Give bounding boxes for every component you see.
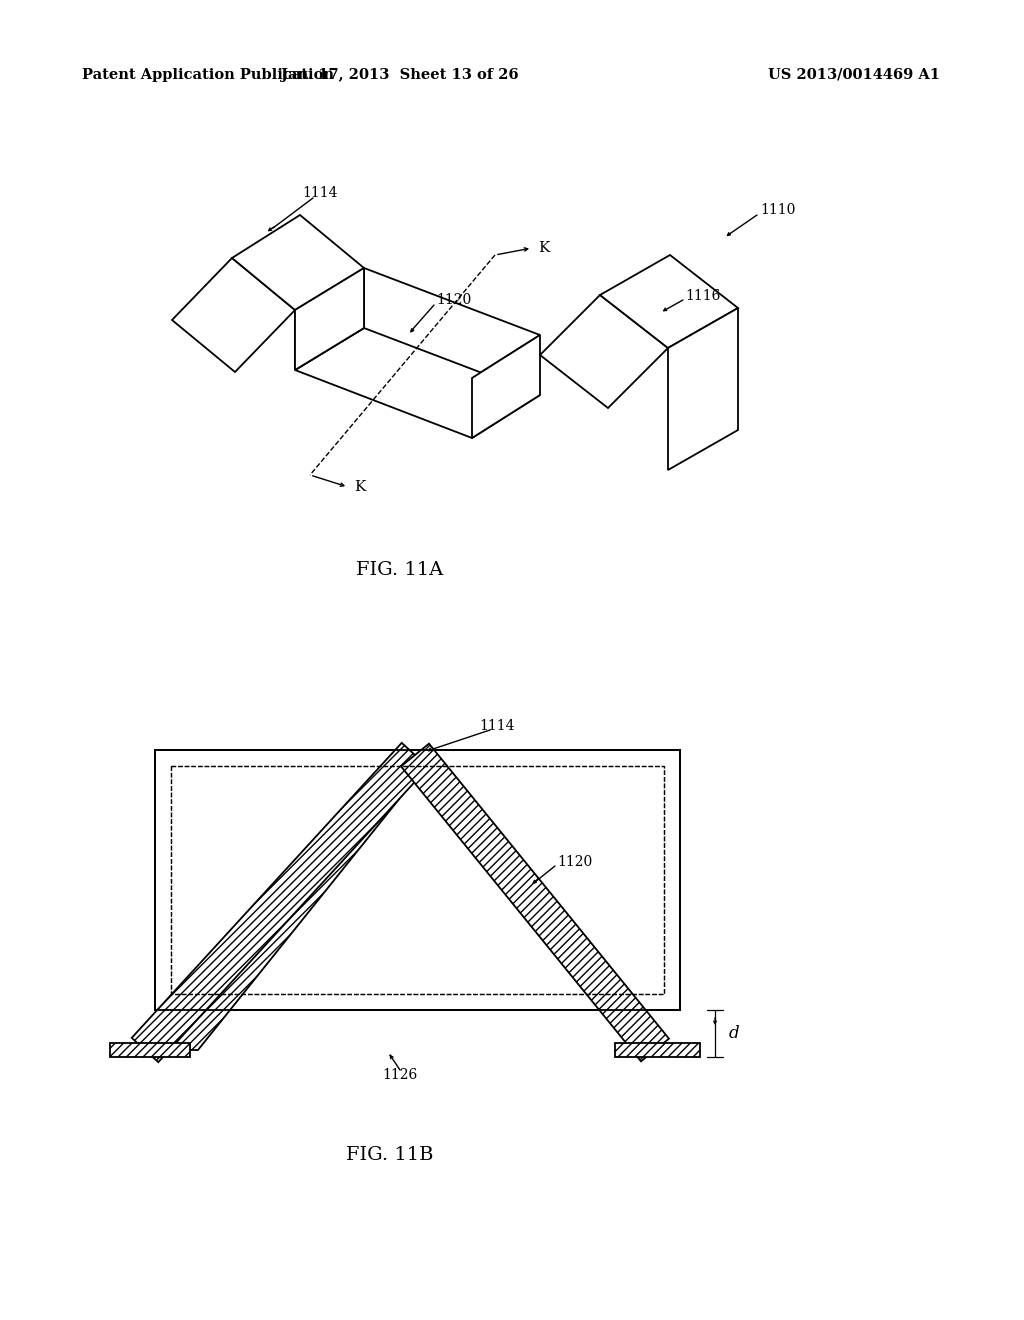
Text: 1116: 1116 xyxy=(685,289,720,304)
Text: Jan. 17, 2013  Sheet 13 of 26: Jan. 17, 2013 Sheet 13 of 26 xyxy=(282,69,519,82)
Text: 1120: 1120 xyxy=(436,293,471,308)
Text: US 2013/0014469 A1: US 2013/0014469 A1 xyxy=(768,69,940,82)
Polygon shape xyxy=(615,1043,700,1057)
Polygon shape xyxy=(295,327,540,438)
Polygon shape xyxy=(145,755,432,1049)
Polygon shape xyxy=(295,268,364,370)
Text: 1110: 1110 xyxy=(760,203,796,216)
Polygon shape xyxy=(472,335,540,438)
Polygon shape xyxy=(401,743,669,1061)
Polygon shape xyxy=(232,215,364,310)
Polygon shape xyxy=(540,294,668,408)
Text: 1120: 1120 xyxy=(557,855,592,869)
Text: K: K xyxy=(538,242,549,255)
Text: 1126: 1126 xyxy=(382,1068,418,1082)
Polygon shape xyxy=(295,268,364,370)
Polygon shape xyxy=(172,257,295,372)
Polygon shape xyxy=(132,743,428,1063)
Polygon shape xyxy=(668,308,738,470)
Polygon shape xyxy=(110,1043,190,1057)
Text: Patent Application Publication: Patent Application Publication xyxy=(82,69,334,82)
Text: FIG. 11A: FIG. 11A xyxy=(356,561,443,579)
Text: 1114: 1114 xyxy=(302,186,338,201)
Polygon shape xyxy=(600,255,738,348)
Text: FIG. 11B: FIG. 11B xyxy=(346,1146,434,1164)
Text: K: K xyxy=(354,480,366,494)
Text: 1114: 1114 xyxy=(479,719,515,733)
Polygon shape xyxy=(295,268,540,378)
Polygon shape xyxy=(155,750,680,1010)
Text: d: d xyxy=(729,1024,739,1041)
